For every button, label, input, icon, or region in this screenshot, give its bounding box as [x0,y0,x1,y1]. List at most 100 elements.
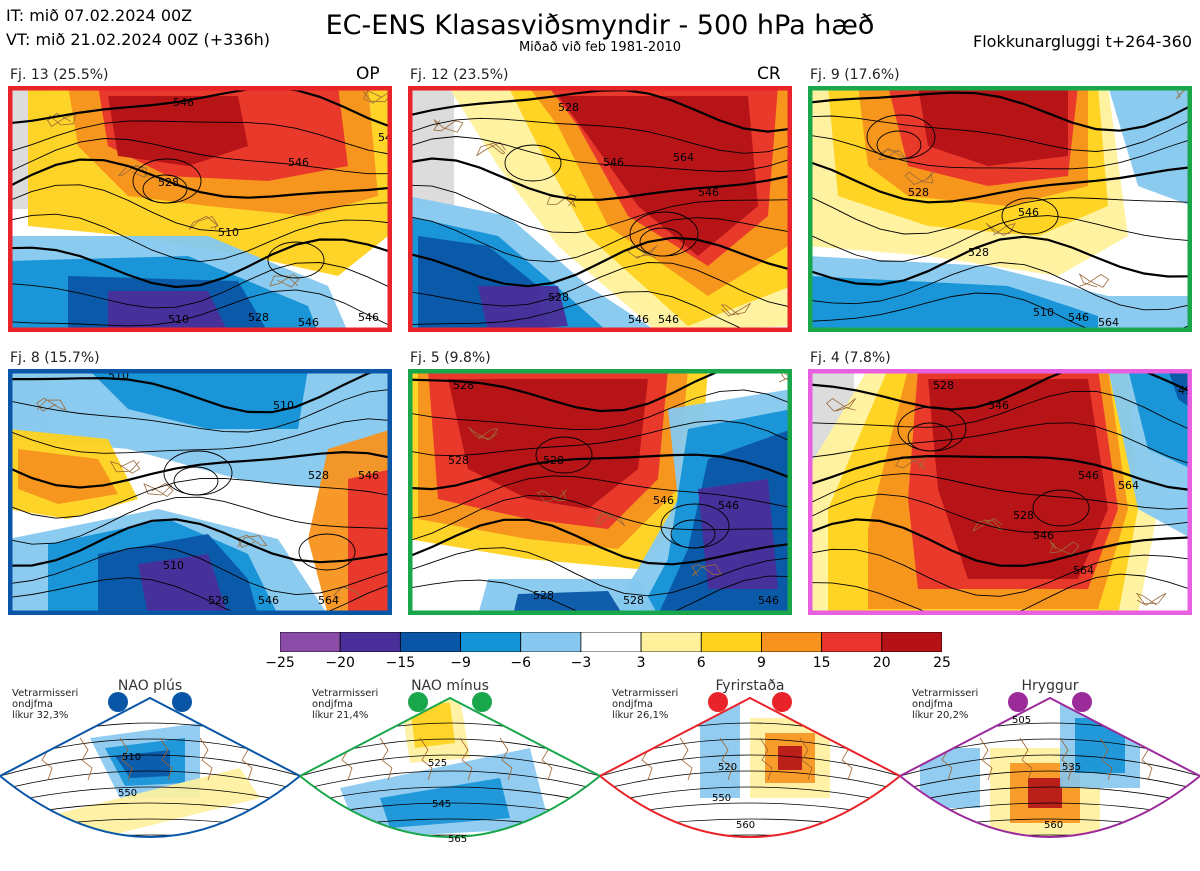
contour-label: 564 [1073,564,1094,577]
regime-probability-note: Vetrarmisseri ondjfma líkur 32,3% [12,688,79,721]
init-time: IT: mið 07.02.2024 00Z [6,6,193,25]
colorbar-swatch [580,631,642,653]
contour-label: 528 [1013,509,1034,522]
contour-label: 528 [933,379,954,392]
regime-contour-label: 525 [428,758,447,769]
colorbar-tick-label: −9 [450,655,471,671]
regime-nao-minus: 525 545 565 NAO mínus Vetrarmisseri ondjfma … [300,678,600,871]
contour-label: 546 [628,313,649,326]
regime-probability-note: Vetrarmisseri ondjfma líkur 21,4% [312,688,379,721]
regime-marker-icon [408,692,428,712]
contour-label: 528 [548,291,569,304]
contour-label: 528 [308,469,329,482]
regime-contour-label: 565 [448,834,467,845]
colorbar-tick-label: −3 [570,655,592,671]
regime-nao-plus: 510 550 NAO plús Vetrarmisseri ondjfma líku… [0,678,300,871]
page-title: EC-ENS Klasasviðsmyndir - 500 hPa hæð [325,10,875,41]
colorbar-swatch [881,631,943,653]
regime-marker-icon [472,692,492,712]
regime-marker-icon [1072,692,1092,712]
contour-label: 546 [288,156,309,169]
regime-contour-label: 560 [1044,820,1063,831]
colorbar-tick-label: 3 [636,655,646,671]
colorbar-swatch [761,631,823,653]
classification-window: Flokkunargluggi t+264-360 [973,32,1192,51]
regime-contour-label: 550 [712,793,731,804]
contour-label: 546 [173,96,194,109]
contour-label: 510 [273,399,294,412]
cluster-map-5: 528 528 528 546 546 528 528 546 [408,369,792,615]
cluster-map-9: 528 528 546 510 546 564 [808,86,1192,332]
panel-3-label: Fj. 9 (17.6%) [810,67,900,83]
valid-time: VT: mið 21.02.2024 00Z (+336h) [6,30,271,49]
colorbar-tick-label: 25 [933,655,951,671]
contour-label: 546 [758,594,779,607]
regime-title: Fyrirstaða [715,678,785,694]
contour-label: 546 [358,469,379,482]
regime-blocking: 520 550 560 Fyrirstaða Vetrarmisseri ondjfma… [600,678,900,871]
regime-marker-icon [172,692,192,712]
cluster-map-4: 528546546564528546564492 [808,369,1192,615]
regime-contour-label: 545 [432,799,451,810]
colorbar-ticks: −25 −20 −15 −9 −6 −3 3 6 9 15 20 25 [265,655,951,675]
panel-1-label: Fj. 13 (25.5%) [10,67,109,83]
contour-label: 546 [258,594,279,607]
contour-label: 546 [653,494,674,507]
regime-title: NAO mínus [411,678,489,694]
colorbar-tick-label: −15 [385,655,416,671]
contour-label: 528 [453,379,474,392]
regime-title: Hryggur [1021,678,1079,694]
contour-label: 546 [988,399,1009,412]
regime-contour-label: 550 [118,788,137,799]
regime-probability-note: Vetrarmisseri ondjfma líkur 26,1% [612,688,679,721]
contour-label: 546 [298,316,319,329]
panel-4-label: Fj. 8 (15.7%) [10,350,100,366]
colorbar-tick-label: −20 [325,655,355,671]
contour-label: 546 [1033,529,1054,542]
contour-label: 528 [543,454,564,467]
contour-label: 564 [673,151,694,164]
regime-contour-label: 560 [736,820,755,831]
contour-label: 528 [533,589,554,602]
contour-label: 564 [318,594,339,607]
contour-label: 528 [968,246,989,259]
contour-label: 546 [1078,469,1099,482]
colorbar-tick-label: 20 [872,655,891,671]
regime-contour-label: 505 [1012,715,1031,726]
contour-label: 528 [908,186,929,199]
panel-5-label: Fj. 5 (9.8%) [410,350,491,366]
colorbar-tick-label: −25 [265,655,295,671]
contour-label: 510 [218,226,239,239]
colorbar-swatch [460,631,522,653]
regime-contour-label: 520 [718,762,737,773]
regime-contour-label: 535 [1062,762,1081,773]
panel-2-label: Fj. 12 (23.5%) [410,67,509,83]
anomaly-colorbar [279,631,943,653]
contour-label: 528 [623,594,644,607]
cluster-map-12: 528 546 564 546 528 546 546 [408,86,792,332]
regime-marker-icon [1008,692,1028,712]
colorbar-swatch [339,631,401,653]
regime-marker-icon [772,692,792,712]
colorbar-tick-label: 6 [696,655,706,671]
page-subtitle: Miðað við feb 1981-2010 [518,40,682,55]
contour-label: 528 [558,101,579,114]
contour-label: 564 [1098,316,1119,329]
colorbar-swatch [279,631,341,653]
contour-label: 546 [718,499,739,512]
cluster-map-13: 546528510546546510528546546 [8,86,392,332]
regime-ridge: 505 535 560 Hryggur Vetrarmisseri ondjfma lí… [900,678,1200,871]
contour-label: 546 [603,156,624,169]
panel-2-tag: CR [757,64,781,84]
colorbar-swatch [520,631,582,653]
contour-label: 564 [1118,479,1139,492]
contour-label: 546 [658,313,679,326]
regime-contour-label: 510 [122,752,141,763]
regime-marker-icon [708,692,728,712]
colorbar-tick-label: 9 [756,655,766,671]
colorbar-tick-label: −6 [510,655,532,671]
colorbar-tick-label: 15 [812,655,831,671]
colorbar-swatch [399,631,461,653]
contour-label: 510 [1033,306,1054,319]
contour-label: 546 [1018,206,1039,219]
